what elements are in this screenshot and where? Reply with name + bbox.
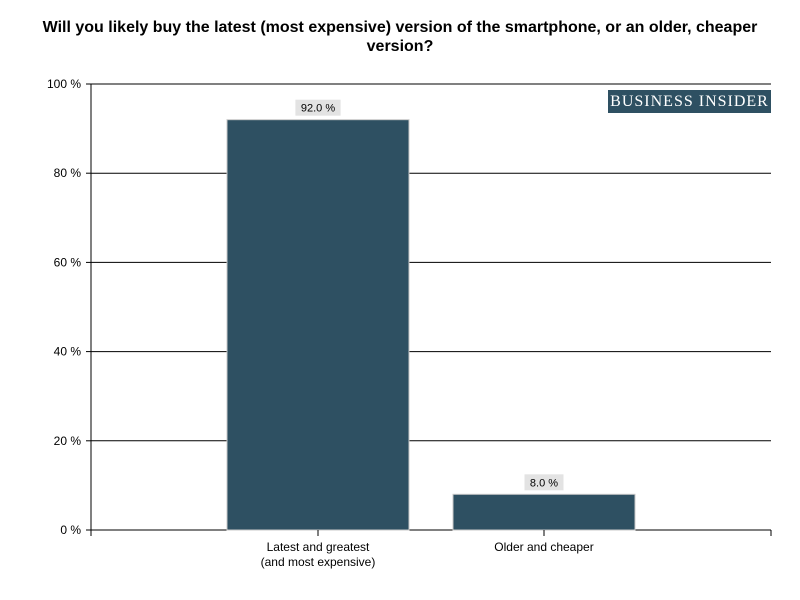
chart-title: Will you likely buy the latest (most exp… (42, 19, 758, 55)
y-tick-label: 20 % (54, 434, 82, 448)
x-tick-label: Older and cheaper (494, 540, 593, 554)
business-insider-logo: BUSINESS INSIDER (608, 90, 771, 113)
y-tick-label: 60 % (54, 255, 82, 269)
y-tick-label: 80 % (54, 166, 82, 180)
data-label: 92.0 % (301, 103, 335, 115)
x-tick-label: Latest and greatest (and most expensive) (261, 540, 376, 569)
data-label-background (295, 99, 341, 116)
y-tick-label: 100 % (47, 77, 81, 91)
y-tick-label: 40 % (54, 345, 82, 359)
bar (226, 119, 410, 531)
data-label-background (524, 474, 564, 491)
bar (452, 493, 636, 531)
data-label: 8.0 % (530, 477, 558, 489)
y-tick-label: 0 % (60, 523, 81, 537)
